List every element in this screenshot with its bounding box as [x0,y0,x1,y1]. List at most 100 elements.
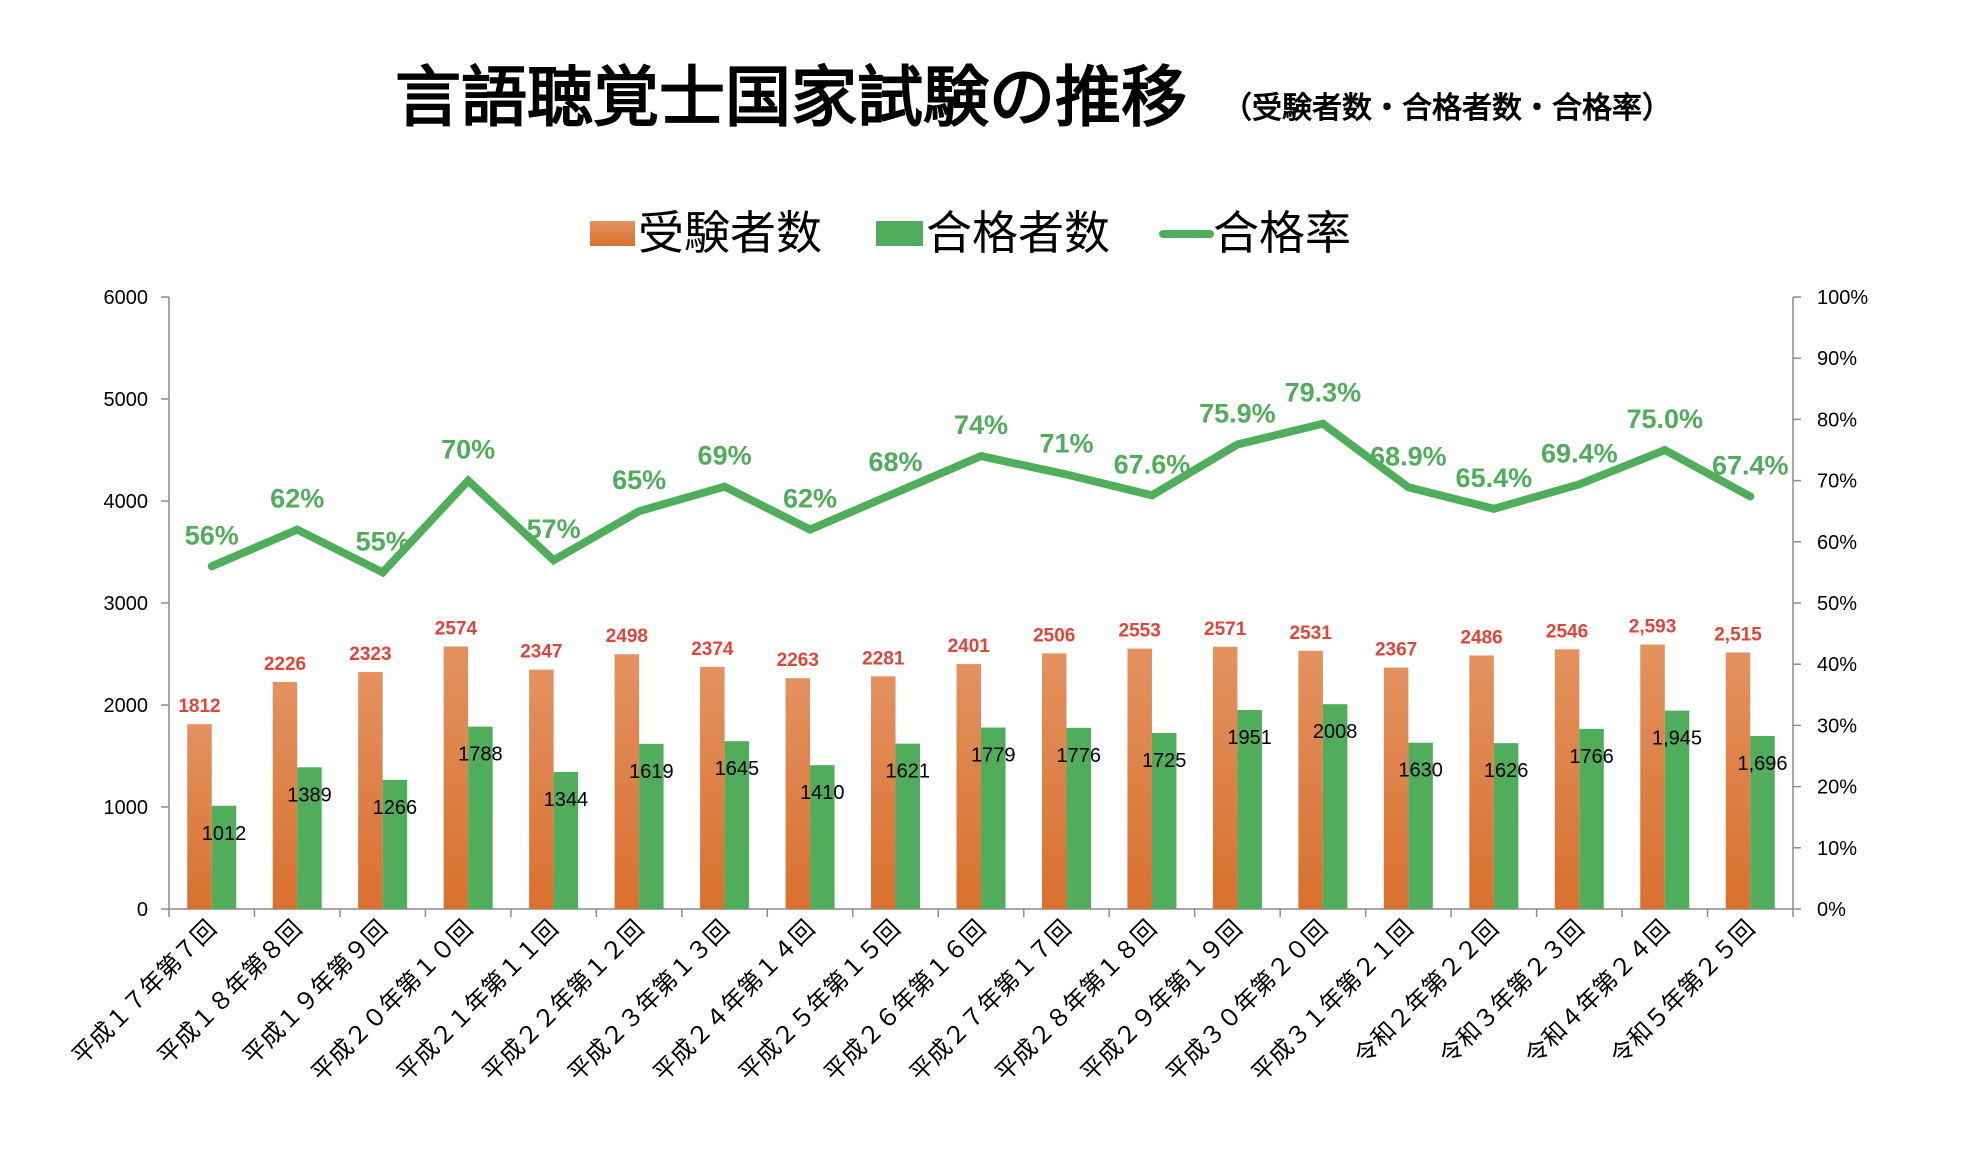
pass-rate-data-label: 57% [527,514,581,544]
examinees-data-label: 2571 [1204,619,1247,640]
category-label: 平成２１年第１１回 [392,915,564,1087]
examinees-data-label: 2486 [1460,627,1502,648]
legend-label-examinees: 受験者数 [638,207,822,259]
passers-data-label: 1410 [800,782,845,804]
examinees-data-label: 2367 [1375,640,1417,661]
pass-rate-data-label: 65% [612,465,666,495]
category-label: 平成１７年第７回 [67,915,222,1070]
bar-examinees [956,664,981,909]
pass-rate-data-label: 68% [869,447,923,477]
examinees-data-label: 2506 [1033,625,1075,646]
bar-examinees [1469,655,1494,909]
bar-examinees [1725,652,1751,909]
examinees-data-label: 2,593 [1629,617,1677,638]
pass-rate-data-label: 65.4% [1456,463,1533,493]
category-label: 平成２２年第１２回 [478,915,650,1087]
bar-passers [981,727,1006,909]
category-label: 平成２６年第１６回 [819,915,991,1087]
left-axis-ticks: 0 1000 2000 3000 4000 5000 6000 [104,287,169,921]
bar-examinees [871,676,896,909]
category-label: 平成２７年第１７回 [905,915,1077,1087]
examinees-data-label: 2281 [862,648,905,669]
bar-examinees [1298,650,1323,909]
examinees-data-label: 2374 [691,639,734,660]
bar-passers [1322,704,1348,909]
pass-rate-data-label: 68.9% [1370,441,1447,471]
bar-passers [895,743,921,909]
passers-data-label: 1645 [715,758,760,780]
passers-data-label: 1725 [1142,750,1187,772]
category-label: 平成２９年第１９回 [1076,915,1248,1087]
pass-rate-data-label: 55% [356,526,410,556]
category-label: 令和３年第２３回 [1435,915,1590,1070]
bar-examinees [614,654,640,909]
category-label: 平成１８年第８回 [153,915,308,1070]
bar-examinees [1554,649,1580,909]
bar-examinees [272,681,298,909]
bar-examinees [1127,648,1152,909]
legend-item-examinees: 受験者数 [590,207,822,259]
examinees-data-label: 2263 [777,650,819,671]
examinees-data-label: 2498 [606,626,648,647]
bar-examinees [529,669,554,909]
category-label: 平成３０年第２０回 [1161,915,1333,1087]
right-axis-tick-label: 60% [1817,532,1857,554]
pass-rate-line [207,419,1755,578]
examinees-data-label: 2546 [1546,621,1588,642]
bar-passers [1408,742,1433,909]
passers-data-label: 1621 [886,761,931,783]
bar-labels: 1812 1012 2226 1389 2323 1266 2574 1788 2347 1344… [178,617,1787,845]
left-axis-tick-label: 2000 [104,695,149,717]
bar-examinees [1212,646,1238,909]
legend: 受験者数 合格者数 合格率 [590,207,1351,259]
bar-passers [1493,743,1519,909]
passers-data-label: 2008 [1313,721,1358,743]
pass-rate-labels: 56% 62% 55% 70% 57% 65% 69% 62% 68% 74% 71% 67.6% 75… [185,378,1789,557]
examinees-data-label: 2401 [948,636,991,657]
bar-passers [211,805,237,909]
bar-examinees [1041,653,1067,909]
passers-data-label: 1266 [373,797,418,819]
examinees-data-label: 1812 [178,696,220,717]
category-label: 令和４年第２４回 [1520,915,1675,1070]
passers-data-label: 1012 [202,823,247,845]
passers-data-label: 1,945 [1652,728,1702,750]
examinees-data-label: 2531 [1290,623,1333,644]
right-axis-tick-label: 90% [1817,348,1857,370]
bar-passers [1579,728,1604,909]
right-axis-ticks: 0% 10% 20% 30% 40% 50% 60% 70% 80% 90% 100% [1793,287,1868,921]
bar-examinees [187,724,212,909]
examinees-data-label: 2347 [520,642,562,663]
x-axis-ticks [168,909,1794,917]
right-axis-tick-label: 100% [1817,287,1868,309]
passers-data-label: 1776 [1056,745,1101,767]
category-label: 平成２４年第１４回 [648,915,820,1087]
examinees-data-label: 2553 [1119,621,1161,642]
legend-item-pass-rate: 合格率 [1159,207,1351,259]
left-axis-tick-label: 4000 [104,491,149,513]
bar-passers [468,726,493,909]
legend-label-pass-rate: 合格率 [1213,207,1351,259]
right-axis-tick-label: 10% [1817,838,1857,860]
pass-rate-data-label: 74% [954,410,1008,440]
category-labels: 平成１７年第７回平成１８年第８回平成１９年第９回平成２０年第１０回平成２１年第１… [67,915,1760,1087]
pass-rate-data-label: 69% [698,441,752,471]
bar-passers [1151,733,1177,909]
right-axis-tick-label: 40% [1817,654,1857,676]
left-axis-tick-label: 5000 [104,389,149,411]
category-label: 平成２３年第１３回 [563,915,735,1087]
right-axis-tick-label: 70% [1817,471,1857,493]
pass-rate-data-label: 56% [185,520,239,550]
examinees-data-label: 2574 [435,618,478,639]
right-axis-tick-label: 80% [1817,409,1857,431]
pass-rate-data-label: 71% [1039,428,1093,458]
pass-rate-data-label: 67.6% [1114,449,1191,479]
passers-data-label: 1,696 [1737,753,1787,775]
legend-swatch-orange [590,221,635,246]
bar-examinees [700,666,725,909]
bar-passers [553,771,579,909]
pass-rate-data-label: 62% [783,484,837,514]
bar-passers [1664,710,1690,909]
passers-data-label: 1389 [287,784,332,806]
